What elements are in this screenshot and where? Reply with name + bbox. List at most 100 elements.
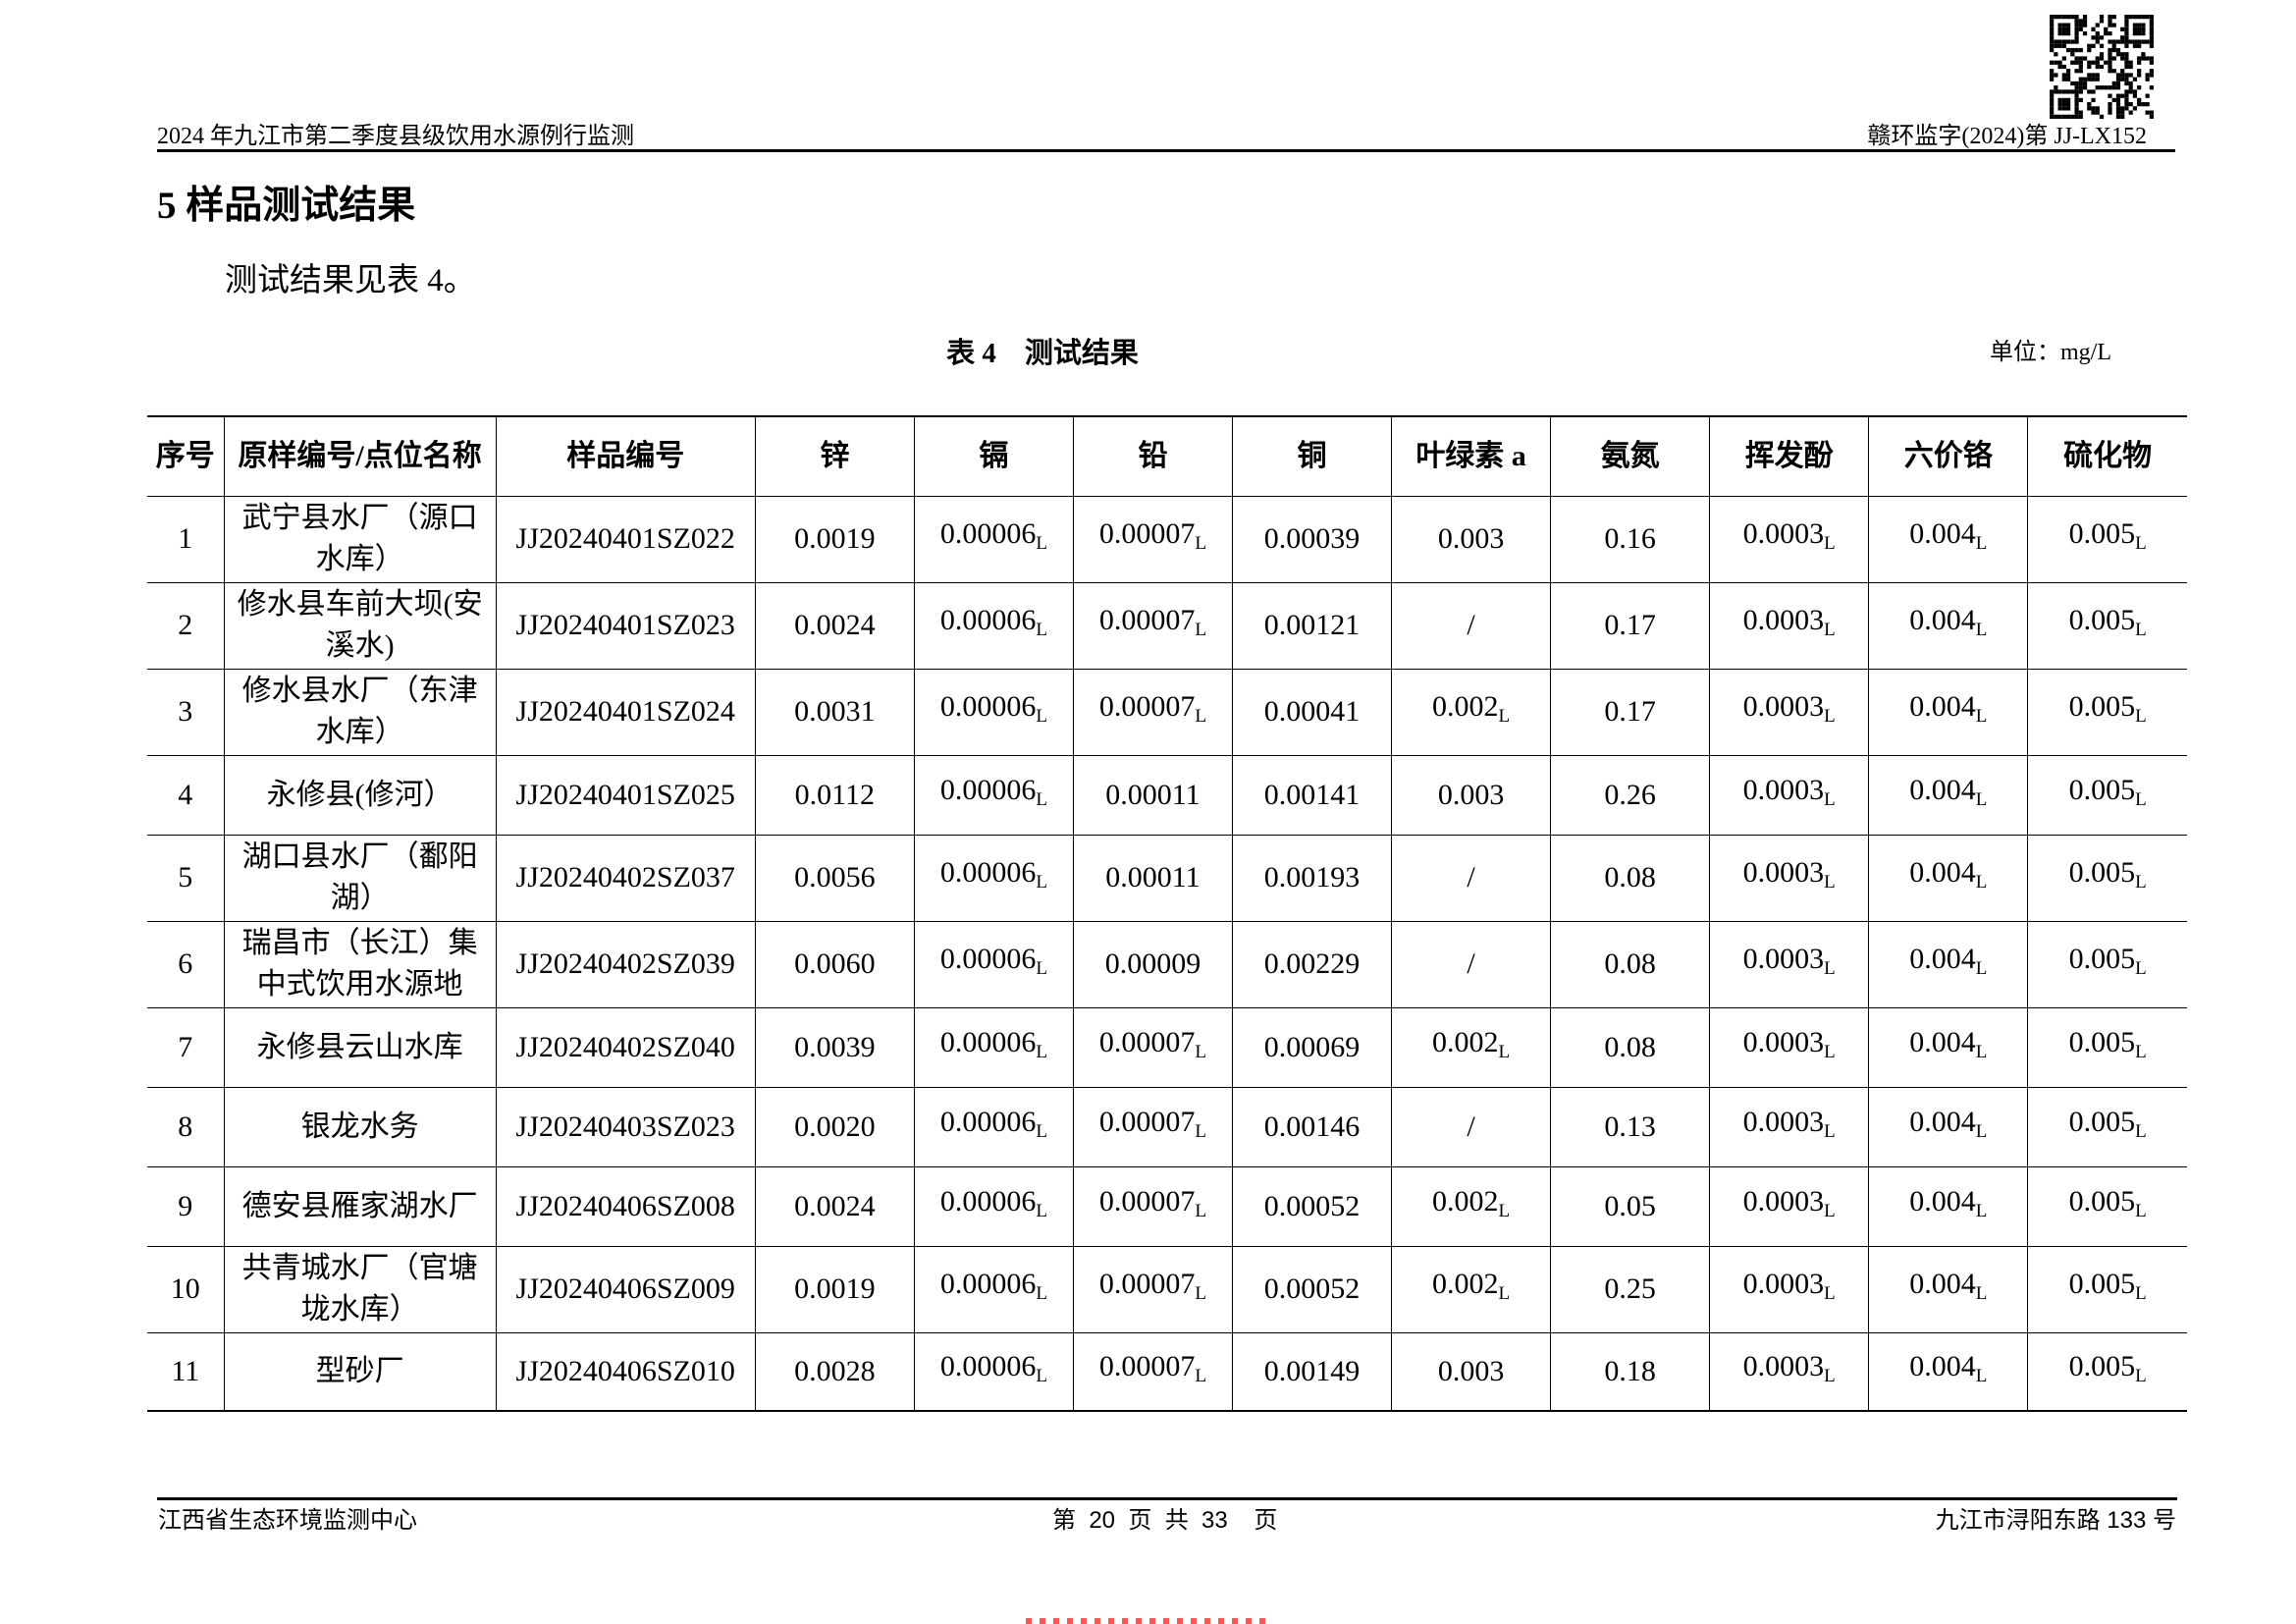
below-detection-limit-mark: L xyxy=(1036,958,1047,979)
below-detection-limit-mark: L xyxy=(1975,1365,1988,1386)
table-cell: 0.005L xyxy=(2027,1165,2187,1247)
table-cell: 0.00006L xyxy=(913,754,1074,836)
below-detection-limit-mark: L xyxy=(1036,1041,1047,1062)
table-cell: 0.00011 xyxy=(1072,834,1233,922)
column-header: 样品编号 xyxy=(495,415,756,497)
table-cell: 0.0003L xyxy=(1709,1086,1870,1167)
cell-value: 0.00007 xyxy=(1098,604,1196,636)
table-cell: 0.004L xyxy=(1868,834,2029,922)
table-cell: JJ20240403SZ023 xyxy=(495,1086,756,1167)
table-cell: 0.00229 xyxy=(1231,920,1393,1008)
below-detection-limit-mark: L xyxy=(1824,872,1836,893)
table-cell: 0.005L xyxy=(2027,495,2187,583)
table-cell: 0.0003L xyxy=(1709,581,1870,670)
cell-value: 0.00006 xyxy=(939,690,1037,723)
table-cell: 10 xyxy=(147,1245,225,1333)
table-cell: 德安县雁家湖水厂 xyxy=(223,1165,497,1247)
cell-value: 0.00007 xyxy=(1098,690,1196,723)
below-detection-limit-mark: L xyxy=(1036,533,1047,554)
cell-value: 0.00007 xyxy=(1098,1025,1196,1058)
cell-value: 0.0003 xyxy=(1742,773,1825,806)
below-detection-limit-mark: L xyxy=(1824,533,1836,554)
cell-value: 0.0003 xyxy=(1742,943,1825,975)
table-row: 2 修水县车前大坝(安溪水) JJ20240401SZ023 0.0024 0.0000… xyxy=(147,581,2187,670)
table-row: 5 湖口县水厂（鄱阳湖） JJ20240402SZ037 0.0056 0.00006L… xyxy=(147,834,2187,922)
below-detection-limit-mark: L xyxy=(1036,1120,1047,1142)
cell-value: 0.005 xyxy=(2068,773,2136,806)
below-detection-limit-mark: L xyxy=(1036,1200,1047,1221)
table-cell: 瑞昌市（长江）集中式饮用水源地 xyxy=(223,920,497,1008)
cell-value: 0.005 xyxy=(2068,856,2136,889)
cell-value: 0.005 xyxy=(2068,690,2136,723)
table-cell: 0.05 xyxy=(1550,1165,1711,1247)
table-cell: 0.0019 xyxy=(754,1245,915,1333)
cell-value: 0.00006 xyxy=(939,1025,1037,1058)
table-cell: 修水县水厂（东津水库） xyxy=(223,668,497,756)
table-cell: 0.0020 xyxy=(754,1086,915,1167)
table-cell: 4 xyxy=(147,754,225,836)
cell-value: 0.00006 xyxy=(939,1268,1037,1300)
table-row: 11 型砂厂 JJ20240406SZ010 0.0028 0.00006L 0.0000… xyxy=(147,1331,2187,1412)
below-detection-limit-mark: L xyxy=(1824,788,1836,810)
cell-value: 0.005 xyxy=(2068,1184,2136,1218)
cell-value: 0.004 xyxy=(1909,517,1976,550)
below-detection-limit-mark: L xyxy=(1195,533,1206,554)
below-detection-limit-mark: L xyxy=(2135,1120,2147,1142)
table-header-row: 序号 原样编号/点位名称 样品编号锌镉铅铜叶绿素 a 氨氮 挥发酚 六价铬 硫化物 xyxy=(147,415,2187,497)
below-detection-limit-mark: L xyxy=(1036,706,1047,727)
below-detection-limit-mark: L xyxy=(1036,1283,1047,1304)
column-header: 铜 xyxy=(1231,415,1393,497)
cell-value: 0.0003 xyxy=(1742,1025,1825,1058)
cell-value: 0.00006 xyxy=(939,1105,1037,1138)
table-cell: 永修县云山水库 xyxy=(223,1006,497,1088)
header-report-title: 2024 年九江市第二季度县级饮用水源例行监测 xyxy=(157,124,634,149)
cell-value: 0.0003 xyxy=(1742,517,1825,550)
cell-value: 0.0003 xyxy=(1742,1268,1825,1300)
table-cell: / xyxy=(1391,920,1552,1008)
table-row: 1 武宁县水厂（源口水库） JJ20240401SZ022 0.0019 0.00006… xyxy=(147,495,2187,583)
table-cell: 0.00146 xyxy=(1231,1086,1393,1167)
body-paragraph: 测试结果见表 4。 xyxy=(225,263,476,298)
table-cell: 8 xyxy=(147,1086,225,1167)
table-cell: 0.00141 xyxy=(1231,754,1393,836)
table-cell: 0.08 xyxy=(1550,1006,1711,1088)
below-detection-limit-mark: L xyxy=(1975,872,1988,893)
table-cell: JJ20240406SZ009 xyxy=(495,1245,756,1333)
cell-value: 0.0003 xyxy=(1742,1105,1825,1138)
table-row: 4 永修县(修河） JJ20240401SZ025 0.0112 0.00006L 0.0… xyxy=(147,754,2187,836)
cell-value: 0.002 xyxy=(1432,1184,1499,1218)
table-cell: JJ20240406SZ010 xyxy=(495,1331,756,1412)
below-detection-limit-mark: L xyxy=(2135,788,2147,810)
table-cell: JJ20240406SZ008 xyxy=(495,1165,756,1247)
table-cell: 0.00006L xyxy=(913,581,1074,670)
table-cell: 0.00006L xyxy=(913,920,1074,1008)
table-cell: 0.0003L xyxy=(1709,1006,1870,1088)
footer-address: 九江市浔阳东路 133 号 xyxy=(1935,1507,2176,1534)
table-cell: 0.005L xyxy=(2027,1331,2187,1412)
red-stamp-fragment xyxy=(1026,1618,1271,1624)
table-cell: 0.0003L xyxy=(1709,834,1870,922)
table-cell: 0.00011 xyxy=(1072,754,1233,836)
section-title: 5 样品测试结果 xyxy=(157,185,416,227)
table-cell: 5 xyxy=(147,834,225,922)
table-cell: 0.00007L xyxy=(1072,1006,1233,1088)
table-cell: 11 xyxy=(147,1331,225,1412)
table-cell: 3 xyxy=(147,668,225,756)
table-cell: 0.0056 xyxy=(754,834,915,922)
below-detection-limit-mark: L xyxy=(1195,1365,1206,1386)
table-cell: 0.0003L xyxy=(1709,754,1870,836)
table-cell: 型砂厂 xyxy=(223,1331,497,1412)
below-detection-limit-mark: L xyxy=(2135,1283,2147,1304)
cell-value: 0.00006 xyxy=(939,943,1037,975)
table-cell: 0.00006L xyxy=(913,834,1074,922)
below-detection-limit-mark: L xyxy=(2135,706,2147,727)
table-cell: 0.004L xyxy=(1868,495,2029,583)
below-detection-limit-mark: L xyxy=(1195,1041,1206,1062)
cell-value: 0.00006 xyxy=(939,1184,1037,1218)
table-cell: 0.00121 xyxy=(1231,581,1393,670)
footer-divider xyxy=(157,1497,2177,1500)
below-detection-limit-mark: L xyxy=(1195,1120,1206,1142)
table-cell: 0.004L xyxy=(1868,581,2029,670)
below-detection-limit-mark: L xyxy=(1195,620,1206,640)
table-cell: 0.0060 xyxy=(754,920,915,1008)
